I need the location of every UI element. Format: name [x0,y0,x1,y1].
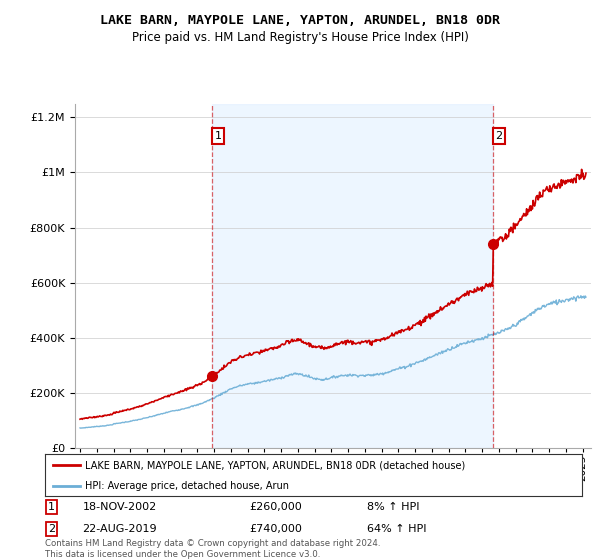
Text: 64% ↑ HPI: 64% ↑ HPI [367,524,427,534]
Text: 2: 2 [48,524,55,534]
Text: LAKE BARN, MAYPOLE LANE, YAPTON, ARUNDEL, BN18 0DR: LAKE BARN, MAYPOLE LANE, YAPTON, ARUNDEL… [100,14,500,27]
Text: £260,000: £260,000 [249,502,302,512]
Text: 18-NOV-2002: 18-NOV-2002 [83,502,157,512]
Text: 8% ↑ HPI: 8% ↑ HPI [367,502,420,512]
Text: 1: 1 [215,131,221,141]
Text: LAKE BARN, MAYPOLE LANE, YAPTON, ARUNDEL, BN18 0DR (detached house): LAKE BARN, MAYPOLE LANE, YAPTON, ARUNDEL… [85,460,466,470]
Bar [212,104,493,448]
Text: Contains HM Land Registry data © Crown copyright and database right 2024.
This d: Contains HM Land Registry data © Crown c… [45,539,380,559]
Text: £740,000: £740,000 [249,524,302,534]
Text: HPI: Average price, detached house, Arun: HPI: Average price, detached house, Arun [85,482,289,491]
Text: 22-AUG-2019: 22-AUG-2019 [83,524,157,534]
Text: Price paid vs. HM Land Registry's House Price Index (HPI): Price paid vs. HM Land Registry's House … [131,31,469,44]
Text: 1: 1 [48,502,55,512]
Text: 2: 2 [496,131,502,141]
